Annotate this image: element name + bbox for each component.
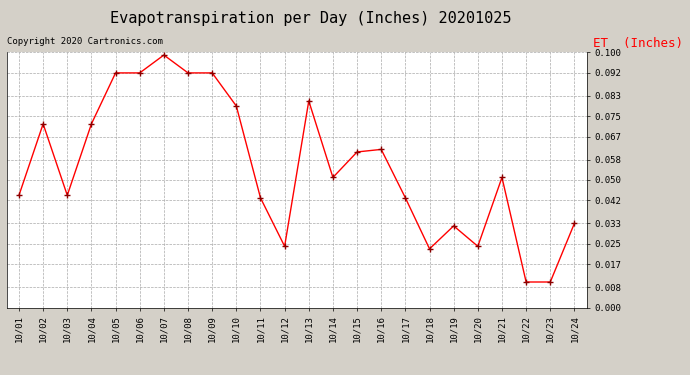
ET  (Inches) [402,196,410,200]
ET  (Inches) [87,122,95,126]
ET  (Inches) [208,70,217,75]
Text: Copyright 2020 Cartronics.com: Copyright 2020 Cartronics.com [7,38,163,46]
ET  (Inches) [570,221,578,226]
ET  (Inches) [450,224,458,228]
ET  (Inches) [353,150,362,154]
ET  (Inches) [546,280,555,284]
ET  (Inches) [377,147,385,152]
ET  (Inches) [184,70,192,75]
ET  (Inches) [280,244,288,249]
ET  (Inches) [498,175,506,180]
ET  (Inches) [232,104,240,108]
ET  (Inches) [159,53,168,57]
Text: ET  (Inches): ET (Inches) [593,38,683,51]
ET  (Inches) [522,280,530,284]
Text: Evapotranspiration per Day (Inches) 20201025: Evapotranspiration per Day (Inches) 2020… [110,11,511,26]
ET  (Inches) [15,193,23,198]
ET  (Inches) [63,193,72,198]
ET  (Inches) [473,244,482,249]
ET  (Inches) [135,70,144,75]
ET  (Inches) [111,70,120,75]
Line: ET  (Inches): ET (Inches) [15,52,578,285]
ET  (Inches) [39,122,47,126]
ET  (Inches) [425,247,433,251]
ET  (Inches) [304,99,313,103]
ET  (Inches) [329,175,337,180]
ET  (Inches) [257,196,265,200]
